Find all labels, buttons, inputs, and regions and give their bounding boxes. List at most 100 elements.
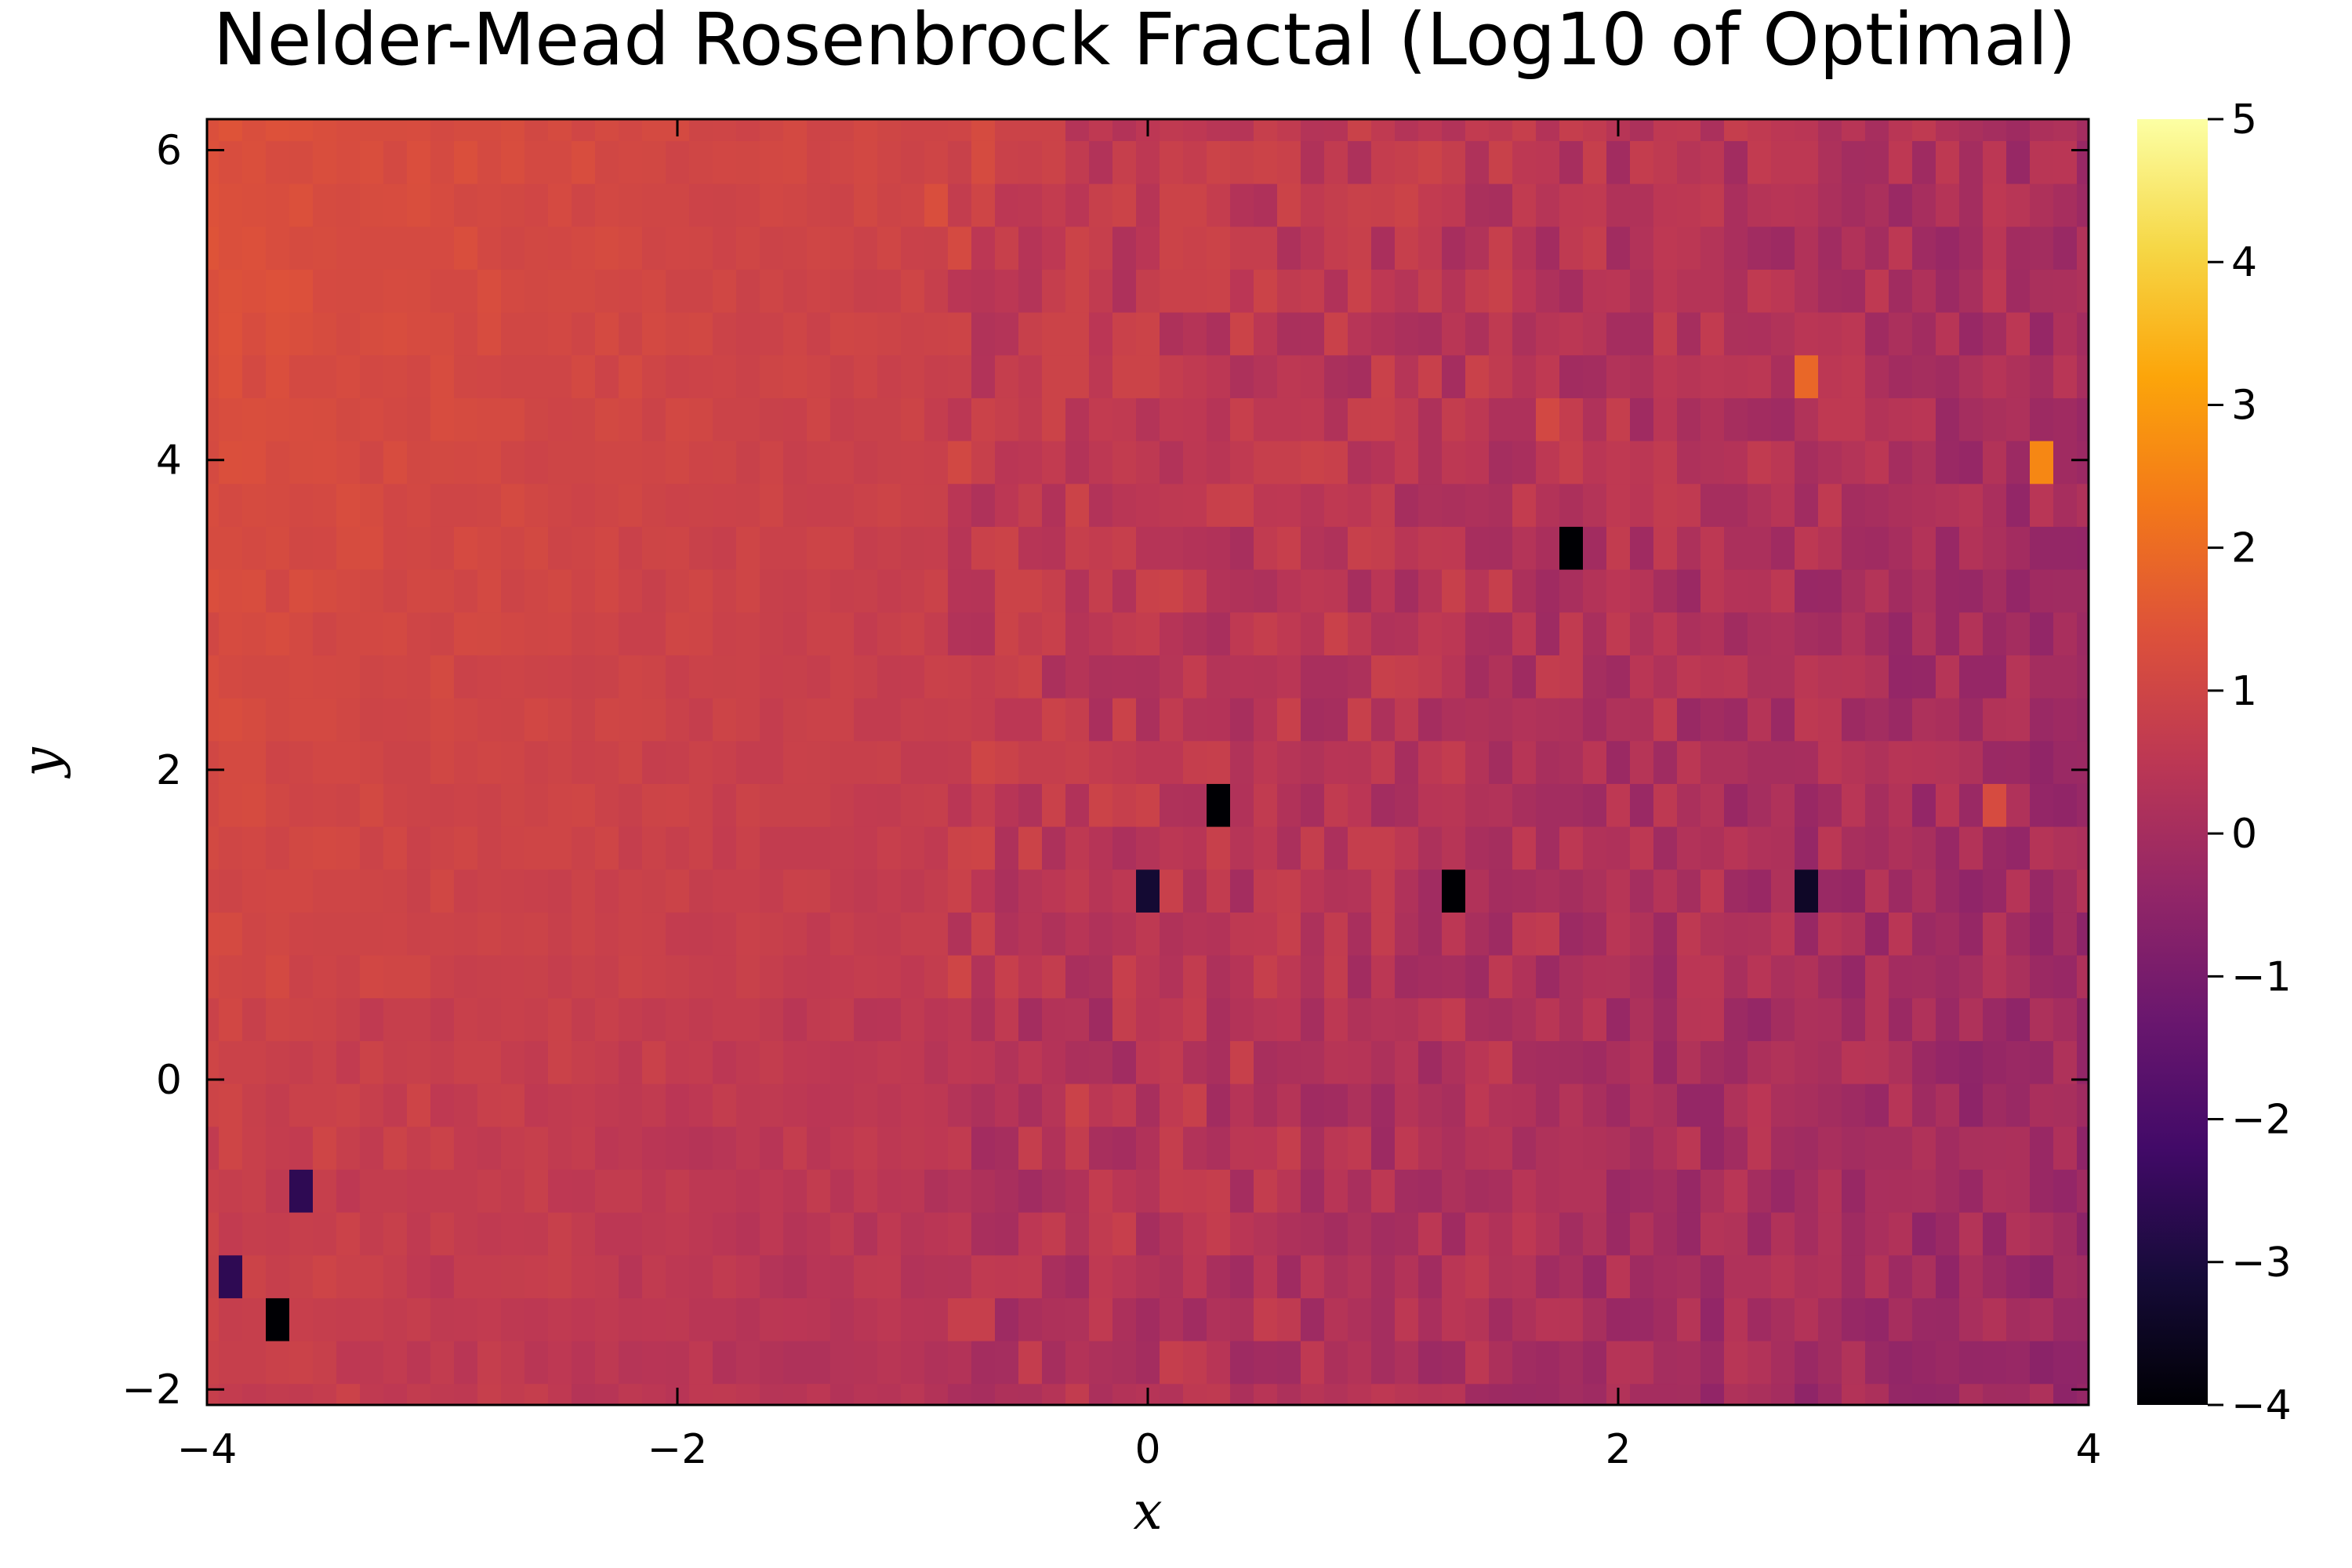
heatmap-cell [2053,269,2078,313]
heatmap-cell [1489,1040,1513,1084]
heatmap-cell [901,1169,925,1213]
heatmap-cell [407,441,431,485]
heatmap-cell [1465,1341,1490,1385]
heatmap-cell [336,740,361,784]
heatmap-cell [971,612,996,655]
heatmap-cell [642,119,666,141]
heatmap-cell [1442,1254,1466,1298]
heatmap-cell [1018,912,1043,956]
heatmap-cell [207,1083,220,1127]
heatmap-cell [1606,1126,1631,1170]
heatmap-cell [595,183,619,227]
heatmap-cell [666,1040,690,1084]
heatmap-cell [548,1298,572,1341]
heatmap-cell [901,1383,925,1406]
heatmap-cell [971,912,996,956]
heatmap-cell [1160,397,1184,441]
heatmap-cell [924,483,949,527]
heatmap-cell [313,955,337,999]
heatmap-cell [1277,1126,1301,1170]
heatmap-cell [854,1126,878,1170]
heatmap-cell [1795,441,1819,485]
heatmap-cell [1160,1212,1184,1256]
heatmap-cell [948,140,972,184]
heatmap-cell [1889,312,1913,356]
heatmap-cell [877,783,902,827]
heatmap-cell [642,569,666,613]
heatmap-cell [1230,441,1254,485]
heatmap-cell [1795,226,1819,270]
heatmap-cell [501,354,525,398]
heatmap-cell [1818,226,1842,270]
heatmap-cell [548,397,572,441]
heatmap-cell [2077,1298,2089,1341]
heatmap-cell [1136,1341,1160,1385]
heatmap-cell [2053,226,2078,270]
heatmap-cell [1395,1212,1419,1256]
heatmap-cell [1771,1212,1795,1256]
heatmap-cell [689,1341,713,1385]
heatmap-cell [1489,1254,1513,1298]
heatmap-cell [713,140,737,184]
heatmap-cell [1818,826,1842,870]
heatmap-cell [1089,140,1113,184]
heatmap-cell [642,740,666,784]
heatmap-cell [548,483,572,527]
heatmap-cell [1089,354,1113,398]
heatmap-cell [1536,1040,1560,1084]
heatmap-cell [877,1341,902,1385]
heatmap-cell [1653,1383,1678,1406]
heatmap-cell [1653,1083,1678,1127]
heatmap-cell [242,569,267,613]
heatmap-cell [1983,1254,2007,1298]
heatmap-cell [1465,1298,1490,1341]
heatmap-cell [1818,354,1842,398]
heatmap-cell [1489,269,1513,313]
heatmap-cell [1136,226,1160,270]
heatmap-cell [1160,655,1184,699]
heatmap-cell [1112,441,1137,485]
heatmap-cell [1324,441,1348,485]
heatmap-cell [2077,140,2089,184]
heatmap-cell [595,312,619,356]
heatmap-cell [1983,1126,2007,1170]
heatmap-cell [713,483,737,527]
heatmap-cell [1277,269,1301,313]
heatmap-cell [689,1254,713,1298]
heatmap-cell [1912,140,1936,184]
heatmap-cell [1018,698,1043,742]
heatmap-cell [901,1298,925,1341]
heatmap-cell [1583,740,1607,784]
heatmap-cell [407,312,431,356]
heatmap-cell [1254,955,1278,999]
heatmap-cell [360,1126,384,1170]
heatmap-cell [1724,1341,1748,1385]
heatmap-cell [2006,1383,2031,1406]
heatmap-cell [1277,826,1301,870]
heatmap-cell [1630,397,1654,441]
heatmap-cell [1442,1169,1466,1213]
heatmap-cell [1512,526,1537,570]
heatmap-cell [1112,526,1137,570]
heatmap-cell [1160,441,1184,485]
heatmap-cell [1936,1212,1960,1256]
heatmap-cell [407,869,431,913]
heatmap-cell [1818,483,1842,527]
heatmap-cell [454,955,478,999]
heatmap-cell [336,397,361,441]
heatmap-cell [1559,612,1584,655]
heatmap-cell [1277,526,1301,570]
heatmap-cell [1865,441,1889,485]
heatmap-cell [1230,1169,1254,1213]
heatmap-cell [1653,226,1678,270]
heatmap-cell [1936,354,1960,398]
heatmap-cell [948,226,972,270]
heatmap-cell [1512,997,1537,1041]
heatmap-cell [1089,698,1113,742]
heatmap-cell [1795,869,1819,913]
heatmap-cell [1748,226,1772,270]
heatmap-cell [1700,441,1725,485]
heatmap-cell [1889,955,1913,999]
heatmap-cell [1371,441,1396,485]
heatmap-cell [1254,698,1278,742]
